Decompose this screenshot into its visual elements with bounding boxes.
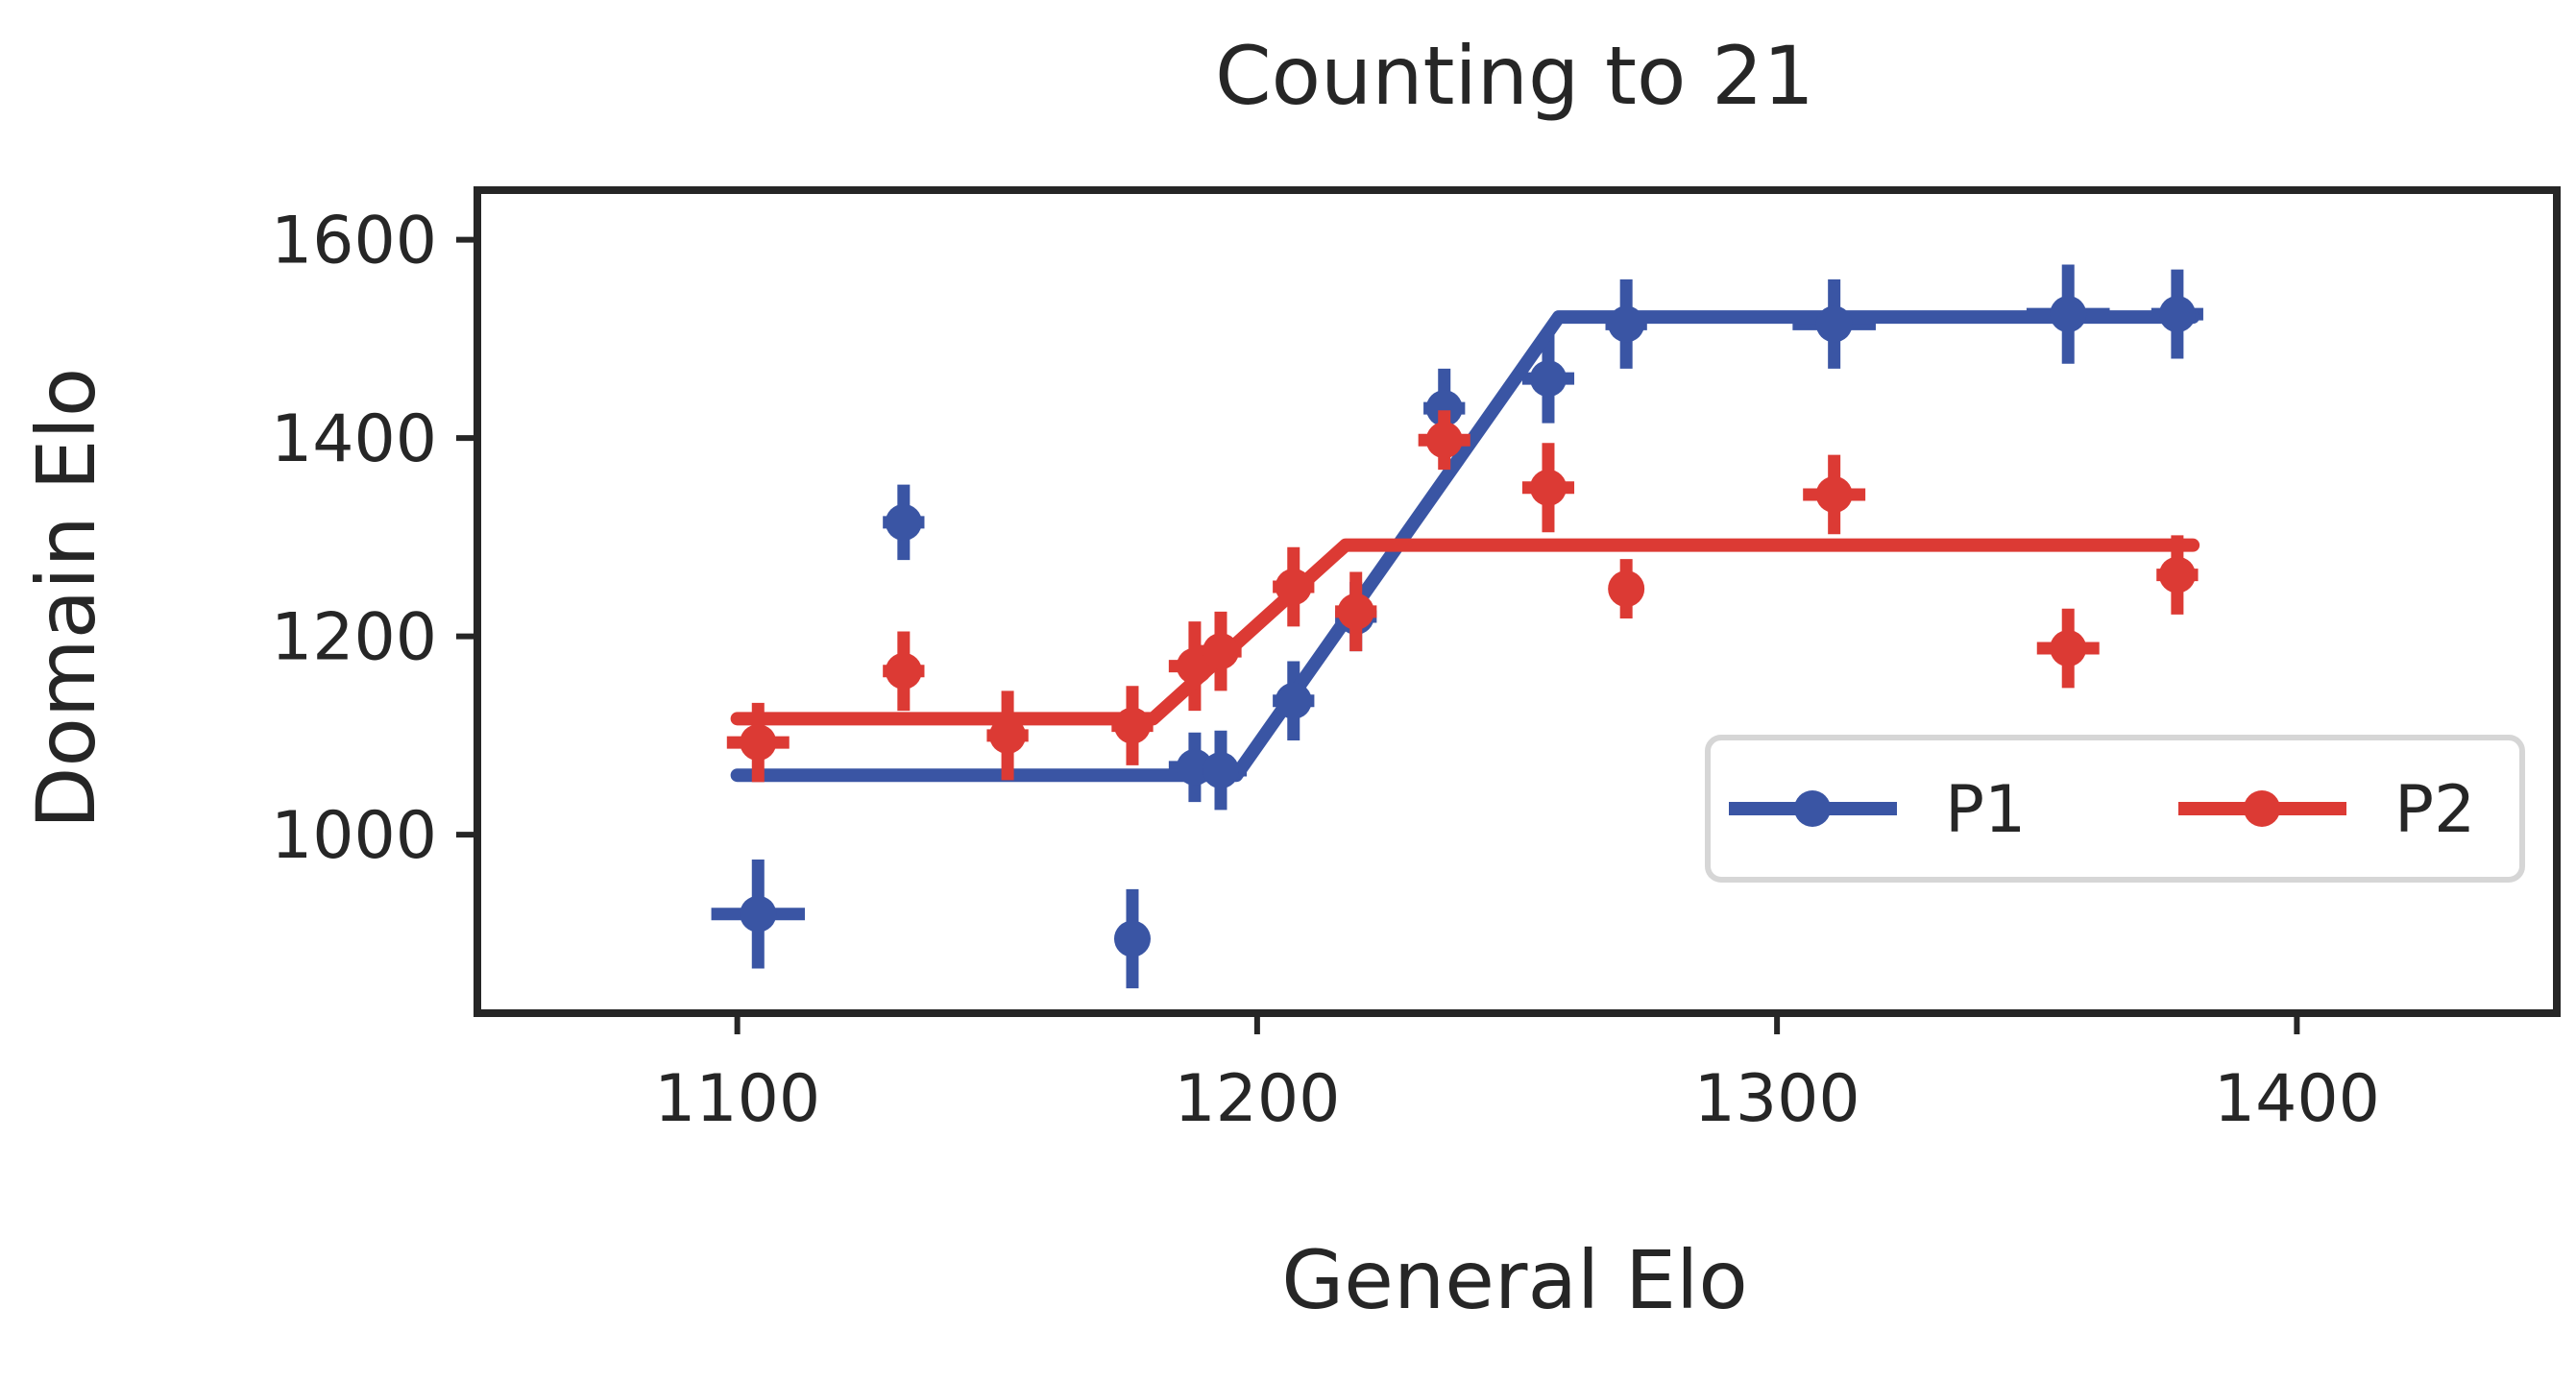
y-axis: 1000 1200 1400 1600: [271, 204, 477, 874]
point-P1-8: [1529, 360, 1567, 398]
x-tick-label-1100: 1100: [654, 1061, 820, 1137]
point-P1-11: [2050, 296, 2087, 333]
x-tick-label-1200: 1200: [1174, 1061, 1340, 1137]
markers-P2: [740, 422, 2196, 762]
point-P1-12: [2158, 296, 2196, 333]
point-P2-3: [1113, 707, 1151, 744]
point-P1-0: [740, 895, 777, 933]
markers-P1: [740, 296, 2196, 957]
y-tick-label-1400: 1400: [271, 401, 437, 477]
point-P1-2: [1113, 920, 1151, 957]
legend-label-P1: P1: [1945, 772, 2026, 848]
chart-title: Counting to 21: [1215, 29, 1814, 123]
point-P1-9: [1608, 305, 1645, 343]
point-P2-13: [2158, 556, 2196, 594]
legend[interactable]: P1 P2: [1705, 735, 2525, 883]
y-tick-label-1200: 1200: [271, 600, 437, 676]
x-tick-label-1300: 1300: [1694, 1061, 1860, 1137]
point-P2-12: [2050, 630, 2087, 667]
x-tick-label-1400: 1400: [2214, 1061, 2380, 1137]
point-P2-11: [1815, 475, 1853, 513]
point-P2-10: [1608, 570, 1645, 608]
point-P1-1: [885, 503, 922, 541]
point-P2-7: [1337, 593, 1374, 630]
y-axis-label: Domain Elo: [19, 368, 113, 829]
x-axis: 1100 1200 1300 1400: [654, 1013, 2380, 1137]
errorbars-P2: [726, 410, 2199, 783]
point-P1-7: [1425, 390, 1463, 427]
fit-line-P2: [730, 538, 2200, 726]
point-P1-4: [1202, 752, 1239, 789]
point-P2-2: [989, 716, 1027, 754]
point-P2-1: [885, 652, 922, 690]
point-P2-5: [1202, 633, 1239, 670]
y-tick-label-1000: 1000: [271, 798, 437, 874]
point-P1-5: [1275, 682, 1312, 719]
point-P2-8: [1425, 422, 1463, 459]
series-P2: [726, 410, 2200, 783]
legend-marker-P1: [1794, 790, 1831, 827]
legend-marker-P2: [2244, 790, 2280, 827]
x-axis-label: General Elo: [1281, 1233, 1748, 1327]
plot-content: [711, 264, 2203, 989]
legend-box: [1705, 735, 2525, 883]
point-P2-0: [740, 724, 777, 762]
point-P1-10: [1815, 305, 1853, 343]
legend-label-P2: P2: [2394, 772, 2475, 848]
point-P2-9: [1529, 469, 1567, 506]
plot-frame: [474, 186, 2561, 1017]
y-tick-label-1600: 1600: [271, 204, 437, 279]
point-P2-6: [1275, 569, 1312, 606]
